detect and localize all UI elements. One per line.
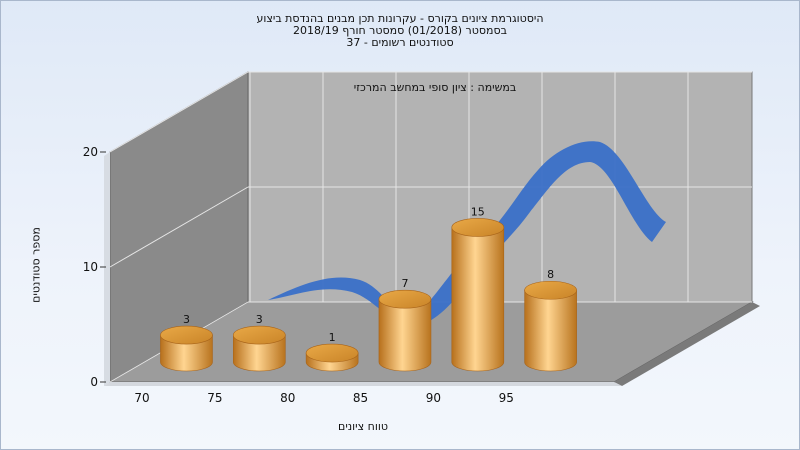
bar-top: [232, 325, 286, 345]
bars-layer: 3 3 1 7 15 8: [160, 205, 577, 372]
x-tick-80: 80: [280, 391, 295, 405]
y-tick-10: 10: [83, 260, 98, 274]
y-axis-label: מספר סטודנטים: [29, 227, 43, 303]
bar-value-label: 3: [256, 313, 263, 326]
floor-front-edge: [104, 382, 622, 386]
chart-title-line-3: סטודנטים רשומים - 37: [346, 36, 454, 49]
bar-body: [524, 289, 577, 372]
bar-top: [524, 280, 577, 300]
bar-body: [160, 334, 213, 372]
bar-top: [451, 218, 505, 237]
bar-body: [451, 227, 505, 372]
x-tick-90: 90: [426, 391, 441, 405]
bar-80-85: 1: [305, 331, 359, 372]
x-tick-95: 95: [499, 391, 514, 405]
bar-value-label: 1: [329, 331, 336, 344]
bar-75-80: 3: [232, 313, 286, 372]
bar-body: [378, 298, 432, 372]
bar-90-95: 15: [451, 205, 505, 372]
x-tick-labels: 70 75 80 85 90 95: [134, 391, 513, 405]
bar-value-label: 15: [471, 205, 485, 218]
bar-95-100: 8: [524, 268, 577, 372]
y-tick-0: 0: [90, 375, 98, 389]
bar-value-label: 8: [547, 268, 554, 281]
bar-top: [160, 325, 213, 345]
x-tick-70: 70: [134, 391, 149, 405]
gridline-side-10: [109, 186, 249, 268]
bar-70-75: 3: [160, 313, 213, 372]
x-tick-85: 85: [353, 391, 368, 405]
bar-value-label: 3: [183, 313, 190, 326]
bar-85-90: 7: [378, 277, 432, 372]
bar-top: [305, 343, 359, 363]
y-tick-20: 20: [83, 145, 98, 159]
chart-subtitle: במשימה : ציון סופי במחשב המרכזי: [353, 81, 517, 94]
y-tick-labels: 0 10 20: [83, 145, 106, 389]
chart-title-line-1: היסטוגרמת ציונים בקורס - עקרונות תכן מבנ…: [256, 12, 544, 25]
bar-top: [378, 289, 432, 309]
bar-body: [232, 334, 286, 372]
left-edge-band: [104, 152, 110, 386]
x-axis-label: טווח ציונים: [338, 420, 388, 433]
gridlines: [109, 71, 752, 383]
chart-title-line-2: בסמסטר (01/2018) סמסטר חורף 2018/19: [293, 24, 507, 37]
x-tick-75: 75: [207, 391, 222, 405]
right-floor-edge: [614, 302, 760, 386]
bar-value-label: 7: [401, 277, 408, 290]
gridline-side-20: [109, 71, 249, 153]
